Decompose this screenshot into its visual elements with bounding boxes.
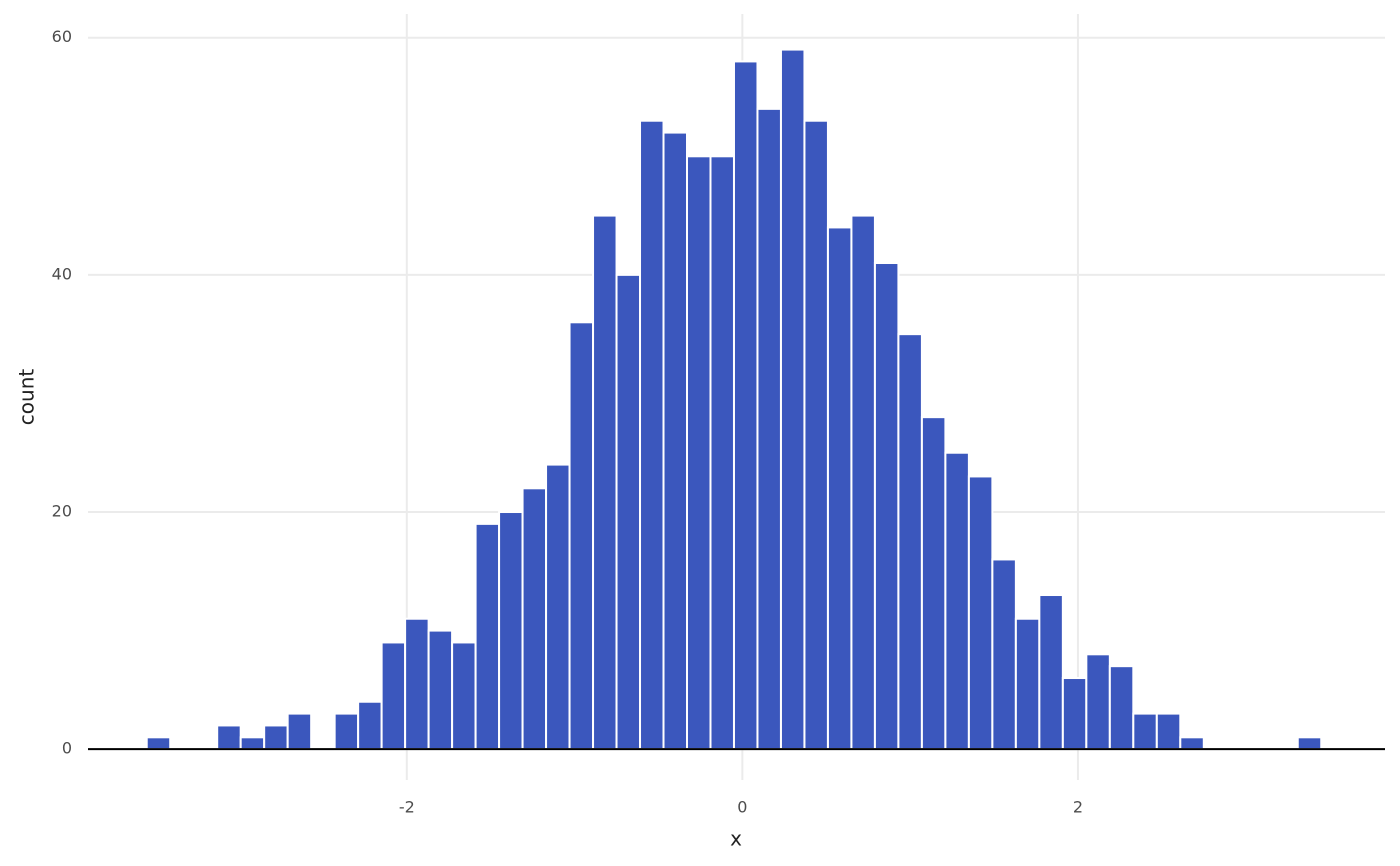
y-tick-label: 0 [62, 739, 72, 758]
bar [662, 131, 689, 751]
bar [263, 724, 289, 751]
bar [216, 724, 242, 751]
bar [1014, 617, 1041, 751]
bar [1132, 712, 1158, 751]
bar [920, 416, 947, 751]
bar [991, 558, 1017, 751]
x-axis-label: x [730, 827, 742, 851]
x-tick-label: 2 [1073, 798, 1083, 817]
bar [592, 214, 618, 751]
bar [1108, 665, 1135, 751]
bar [756, 107, 782, 751]
bar [1179, 736, 1205, 751]
bar [545, 463, 571, 751]
y-tick-label: 20 [52, 502, 72, 521]
bar [427, 629, 454, 751]
bar [803, 119, 829, 751]
bar [357, 700, 383, 751]
bar [850, 214, 876, 751]
y-axis-label: count [15, 369, 39, 426]
x-tick-label: 0 [737, 798, 747, 817]
bar [686, 155, 712, 751]
y-tick-label: 60 [52, 27, 72, 46]
bar [451, 641, 477, 751]
bar [615, 273, 642, 751]
bar [404, 617, 430, 751]
bar [1038, 594, 1064, 751]
bar [779, 48, 806, 751]
x-tick-label: -2 [399, 798, 415, 817]
bar [380, 641, 407, 751]
bar [474, 522, 501, 751]
bar [967, 475, 994, 751]
bar [1061, 677, 1088, 751]
bar [873, 262, 900, 751]
bar [145, 736, 172, 751]
bar [639, 119, 665, 751]
bar [239, 736, 266, 751]
bar [732, 60, 759, 751]
y-tick-label: 40 [52, 264, 72, 283]
bar [333, 712, 360, 751]
bar [826, 226, 853, 751]
bar [568, 321, 595, 751]
bar [1296, 736, 1323, 751]
bar [944, 451, 970, 751]
bar [498, 511, 524, 751]
bar [521, 487, 548, 751]
bar [1155, 712, 1182, 751]
bar [897, 333, 923, 751]
bar [709, 155, 735, 751]
bar [286, 712, 313, 751]
bar [1085, 653, 1111, 751]
